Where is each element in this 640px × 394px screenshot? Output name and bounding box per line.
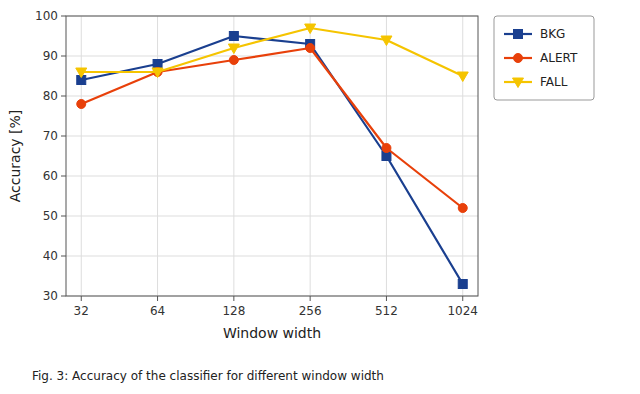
series xyxy=(77,32,467,289)
grid-line xyxy=(66,56,478,57)
x-tick-label: 256 xyxy=(299,304,322,318)
legend: BKG ALERT FALL xyxy=(494,16,594,100)
chart-container: 30 40 50 60 70 80 90 100 32 64 128 256 512 1024 Window… xyxy=(0,0,640,394)
tick-mark xyxy=(310,296,311,301)
y-axis-label: Accuracy [%] xyxy=(7,110,23,203)
y-tick-label: 70 xyxy=(43,129,58,143)
y-tick-label: 80 xyxy=(43,89,58,103)
grid xyxy=(66,16,478,296)
plot-frame xyxy=(66,16,478,296)
legend-marker xyxy=(513,78,524,88)
chart: 30 40 50 60 70 80 90 100 32 64 128 256 512 1024 Window… xyxy=(0,0,640,394)
tick-mark xyxy=(233,296,234,301)
tick-mark xyxy=(386,296,387,301)
grid-line xyxy=(66,136,478,137)
tick-mark xyxy=(61,176,66,177)
tick-mark xyxy=(61,216,66,217)
y-tick-label: 30 xyxy=(43,289,58,303)
x-axis-label: Window width xyxy=(223,325,321,341)
legend-label: BKG xyxy=(540,27,565,41)
marker xyxy=(76,68,87,78)
marker xyxy=(457,72,468,82)
grid-line xyxy=(157,16,158,296)
tick-mark xyxy=(61,256,66,257)
legend-label: FALL xyxy=(540,75,568,89)
legend-marker xyxy=(514,30,523,39)
grid-line xyxy=(66,256,478,257)
series-line xyxy=(81,36,462,284)
caption: Fig. 3: Accuracy of the classifier for d… xyxy=(32,369,384,383)
legend-box xyxy=(494,16,594,100)
tick-mark xyxy=(157,296,158,301)
tick-mark xyxy=(61,16,66,17)
grid-line xyxy=(310,16,311,296)
x-tick-label: 64 xyxy=(150,304,165,318)
marker xyxy=(306,44,315,53)
marker xyxy=(382,144,391,153)
marker xyxy=(458,280,467,289)
legend-marker xyxy=(514,54,523,63)
series xyxy=(76,24,468,82)
tick-mark xyxy=(462,296,463,301)
series xyxy=(77,44,467,213)
tick-mark xyxy=(61,56,66,57)
tick-mark xyxy=(61,296,66,297)
marker xyxy=(305,24,316,34)
grid-line xyxy=(462,16,463,296)
y-tick-label: 60 xyxy=(43,169,58,183)
marker xyxy=(229,32,238,41)
grid-line xyxy=(81,16,82,296)
series-line xyxy=(81,28,462,76)
marker xyxy=(229,56,238,65)
x-tick-label: 1024 xyxy=(447,304,478,318)
marker xyxy=(228,44,239,54)
tick-mark xyxy=(61,96,66,97)
x-tick-label: 128 xyxy=(222,304,245,318)
y-tick-label: 100 xyxy=(35,9,58,23)
y-tick-label: 40 xyxy=(43,249,58,263)
grid-line xyxy=(66,96,478,97)
marker xyxy=(152,68,163,78)
marker xyxy=(153,68,162,77)
plot-area xyxy=(76,24,468,289)
marker xyxy=(381,36,392,46)
grid-line xyxy=(66,176,478,177)
grid-line xyxy=(66,216,478,217)
marker xyxy=(458,204,467,213)
x-tick-label: 512 xyxy=(375,304,398,318)
tick-mark xyxy=(61,136,66,137)
tick-mark xyxy=(81,296,82,301)
y-tick-label: 50 xyxy=(43,209,58,223)
y-tick-label: 90 xyxy=(43,49,58,63)
marker xyxy=(77,100,86,109)
x-tick-label: 32 xyxy=(74,304,89,318)
legend-label: ALERT xyxy=(540,51,578,65)
